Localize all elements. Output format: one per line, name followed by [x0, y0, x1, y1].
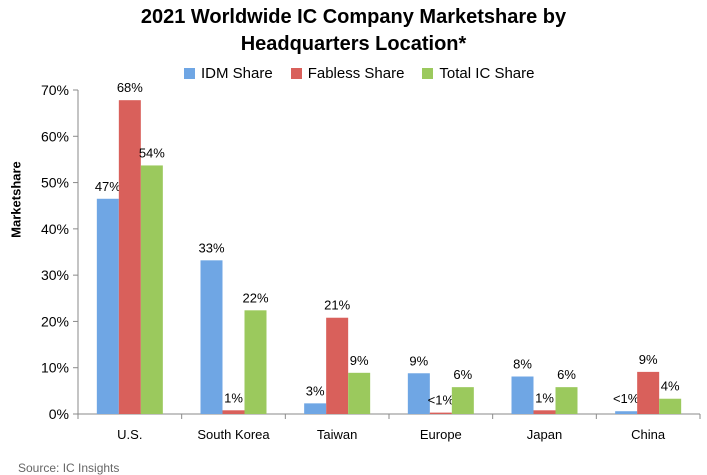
- x-tick-label: Taiwan: [317, 427, 357, 442]
- chart-title-line-2: Headquarters Location*: [240, 33, 467, 55]
- y-tick-label: 30%: [41, 267, 69, 283]
- chart-title: 2021 Worldwide IC Company Marketshare by…: [0, 4, 707, 58]
- x-tick-label: U.S.: [117, 427, 142, 442]
- y-tick-label: 40%: [41, 221, 69, 237]
- data-label: 22%: [242, 290, 268, 305]
- data-label: 1%: [224, 390, 243, 405]
- bar: [407, 373, 430, 414]
- x-tick-label: Japan: [527, 427, 562, 442]
- y-tick-label: 70%: [41, 82, 69, 98]
- data-label: 8%: [513, 357, 532, 372]
- x-tick-label: South Korea: [197, 427, 270, 442]
- legend-label: IDM Share: [201, 65, 273, 82]
- data-label: <1%: [613, 391, 640, 406]
- y-tick-label: 20%: [41, 313, 69, 329]
- y-tick-label: 50%: [41, 175, 69, 191]
- bar: [511, 376, 534, 414]
- bar: [140, 165, 163, 414]
- legend-item: Total IC Share: [422, 65, 534, 82]
- bar: [451, 387, 474, 414]
- data-label: <1%: [428, 393, 455, 408]
- data-label: 9%: [409, 353, 428, 368]
- bar: [326, 317, 349, 414]
- bar: [637, 371, 660, 414]
- data-label: 54%: [139, 145, 165, 160]
- y-tick-label: 60%: [41, 128, 69, 144]
- y-tick-label: 10%: [41, 360, 69, 376]
- x-tick-label: China: [631, 427, 666, 442]
- legend-label: Total IC Share: [439, 65, 535, 82]
- bar: [304, 403, 327, 414]
- chart-legend: IDM Share Fabless Share Total IC Share: [184, 65, 552, 82]
- source-note: Source: IC Insights: [18, 461, 120, 475]
- bar: [96, 198, 119, 414]
- data-label: 3%: [306, 383, 325, 398]
- y-tick-label: 0%: [49, 406, 69, 422]
- data-label: 9%: [350, 353, 369, 368]
- data-label: 4%: [661, 379, 680, 394]
- legend-item: IDM Share: [184, 65, 273, 82]
- data-label: 21%: [324, 298, 350, 313]
- bar: [615, 411, 638, 414]
- legend-swatch: [184, 68, 195, 79]
- bar: [244, 310, 267, 414]
- chart-title-line-1: 2021 Worldwide IC Company Marketshare by: [140, 6, 567, 28]
- legend-item: Fabless Share: [290, 65, 405, 82]
- legend-label: Fabless Share: [307, 65, 405, 82]
- x-tick-label: Europe: [420, 427, 462, 442]
- bar: [222, 410, 245, 414]
- bar: [555, 387, 578, 414]
- data-label: 6%: [453, 367, 472, 382]
- bar: [200, 260, 223, 414]
- bar: [118, 100, 141, 414]
- data-label: 9%: [639, 352, 658, 367]
- data-label: 33%: [198, 240, 224, 255]
- legend-swatch: [422, 68, 434, 79]
- bar: [429, 412, 452, 414]
- data-label: 68%: [117, 80, 143, 95]
- data-label: 1%: [535, 390, 554, 405]
- bar: [659, 398, 682, 414]
- data-label: 6%: [557, 367, 576, 382]
- legend-swatch: [290, 68, 302, 79]
- bar: [348, 372, 371, 414]
- data-label: 47%: [95, 179, 121, 194]
- bar: [533, 410, 556, 414]
